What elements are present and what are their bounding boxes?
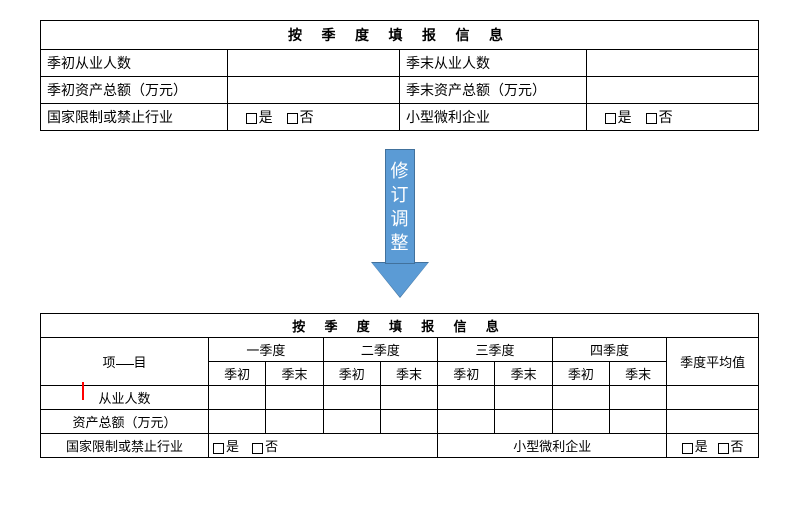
arrow-char-2: 订 — [391, 183, 409, 207]
cell — [610, 410, 667, 434]
top-r3c2: 是 否 — [227, 104, 399, 131]
q4-header: 四季度 — [552, 338, 667, 362]
checkbox-icon — [287, 113, 298, 124]
row-assets: 资产总额（万元） — [41, 410, 209, 434]
red-marker-icon — [82, 382, 84, 400]
yes-label: 是 — [226, 439, 239, 454]
q4-end: 季末 — [610, 362, 667, 386]
underline-icon — [116, 364, 134, 365]
cell — [552, 386, 609, 410]
checkbox-icon — [252, 443, 263, 454]
cell — [667, 386, 759, 410]
no-label: 否 — [265, 439, 278, 454]
top-r1c1: 季初从业人数 — [41, 50, 228, 77]
top-title: 按 季 度 填 报 信 息 — [41, 21, 759, 50]
yes-label: 是 — [259, 111, 273, 126]
q4-start: 季初 — [552, 362, 609, 386]
checkbox-icon — [718, 443, 729, 454]
q3-header: 三季度 — [438, 338, 553, 362]
top-r2c2 — [227, 77, 399, 104]
cell — [209, 410, 266, 434]
q1-header: 一季度 — [209, 338, 324, 362]
cell — [438, 386, 495, 410]
top-r1c4 — [586, 50, 758, 77]
bottom-title: 按 季 度 填 报 信 息 — [41, 314, 759, 338]
q3-end: 季末 — [495, 362, 552, 386]
row-restricted: 国家限制或禁止行业 — [41, 434, 209, 458]
row-employees: 从业人数 — [41, 386, 209, 410]
restricted-choice: 是 否 — [209, 434, 438, 458]
arrow-char-4: 整 — [391, 231, 409, 255]
cell — [209, 386, 266, 410]
top-table: 按 季 度 填 报 信 息 季初从业人数 季末从业人数 季初资产总额（万元） 季… — [40, 20, 759, 131]
cell — [667, 410, 759, 434]
cell — [495, 410, 552, 434]
checkbox-icon — [246, 113, 257, 124]
proj-a: 项 — [103, 355, 116, 370]
arrow-container: 修 订 调 整 — [40, 149, 759, 299]
cell — [552, 410, 609, 434]
no-label: 否 — [300, 111, 314, 126]
yes-label: 是 — [695, 439, 708, 454]
checkbox-icon — [682, 443, 693, 454]
top-r3c4: 是 否 — [586, 104, 758, 131]
top-r3c3: 小型微利企业 — [399, 104, 586, 131]
q2-header: 二季度 — [323, 338, 438, 362]
top-r1c3: 季末从业人数 — [399, 50, 586, 77]
revision-arrow-icon: 修 订 调 整 — [372, 149, 428, 299]
checkbox-icon — [605, 113, 616, 124]
arrow-char-3: 调 — [391, 207, 409, 231]
cell — [380, 386, 437, 410]
q2-start: 季初 — [323, 362, 380, 386]
cell — [266, 410, 323, 434]
top-r2c1: 季初资产总额（万元） — [41, 77, 228, 104]
cell — [495, 386, 552, 410]
top-r2c3: 季末资产总额（万元） — [399, 77, 586, 104]
q3-start: 季初 — [438, 362, 495, 386]
q1-start: 季初 — [209, 362, 266, 386]
bottom-table: 按 季 度 填 报 信 息 项目 一季度 二季度 三季度 四季度 季度平均值 季… — [40, 313, 759, 458]
q2-end: 季末 — [380, 362, 437, 386]
cell — [438, 410, 495, 434]
yes-label: 是 — [618, 111, 632, 126]
cell — [323, 386, 380, 410]
arrow-char-1: 修 — [391, 159, 409, 183]
q1-end: 季末 — [266, 362, 323, 386]
top-r1c2 — [227, 50, 399, 77]
project-header: 项目 — [41, 338, 209, 386]
checkbox-icon — [646, 113, 657, 124]
top-r3c1: 国家限制或禁止行业 — [41, 104, 228, 131]
avg-header: 季度平均值 — [667, 338, 759, 386]
small-profit-choice: 是 否 — [667, 434, 759, 458]
cell — [323, 410, 380, 434]
no-label: 否 — [659, 111, 673, 126]
proj-b: 目 — [134, 355, 147, 370]
cell — [380, 410, 437, 434]
cell — [610, 386, 667, 410]
top-r2c4 — [586, 77, 758, 104]
no-label: 否 — [731, 439, 744, 454]
checkbox-icon — [213, 443, 224, 454]
cell — [266, 386, 323, 410]
small-profit-label: 小型微利企业 — [438, 434, 667, 458]
